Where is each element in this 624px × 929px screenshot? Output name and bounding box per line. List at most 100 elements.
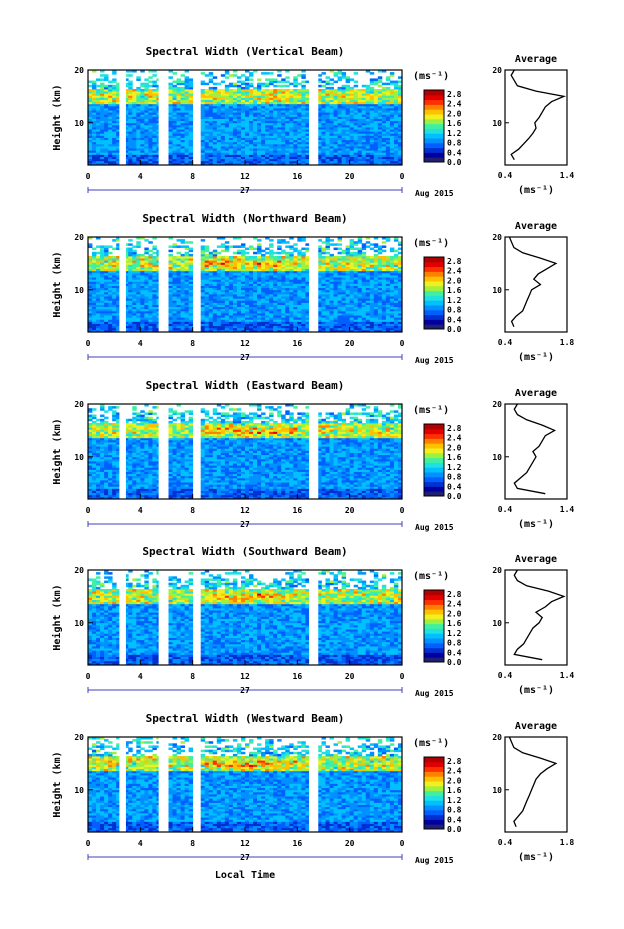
heatmap-cell [301,253,306,257]
heatmap-cell [224,122,230,126]
heatmap-cell [232,129,238,132]
heatmap-cell [152,154,157,157]
heatmap-cell [341,131,347,134]
heatmap-cell [172,268,177,272]
heatmap-cell [108,289,113,293]
heatmap-cell [385,101,391,105]
heatmap-cell [184,264,190,267]
heatmap-cell [321,103,326,107]
heatmap-cell [349,95,355,98]
heatmap-cell [216,124,222,128]
heatmap-cell [389,97,395,100]
heatmap-cell [389,124,395,128]
heatmap-cell [124,319,129,322]
heatmap-cell [124,93,129,96]
heatmap-cell [305,152,310,155]
heatmap-cell [140,118,145,122]
heatmap-cell [293,325,298,329]
heatmap-cell [277,124,282,128]
heatmap-cell [345,103,351,107]
heatmap-cell [253,156,258,160]
heatmap-cell [152,277,157,280]
heatmap-cell [184,76,190,79]
heatmap-cell [208,319,214,322]
heatmap-cell [253,116,258,119]
heatmap-cell [281,133,286,136]
heatmap-cell [96,289,101,293]
heatmap-cell [184,272,190,276]
heatmap-cell [132,285,137,289]
heatmap-cell [88,300,93,303]
heatmap-cell [249,74,254,77]
heatmap-cell [228,298,234,301]
heatmap-cell [397,105,402,109]
heatmap-cell [128,160,133,164]
heatmap-cell [144,304,149,308]
heatmap-cell [108,317,113,320]
heatmap-cell [144,317,149,320]
heatmap-cell [88,289,93,293]
heatmap-cell [261,148,266,151]
heatmap-cell [144,285,149,289]
heatmap-cell [281,89,286,92]
heatmap-cell [265,156,270,160]
heatmap-cell [301,277,306,280]
heatmap-cell [140,84,145,88]
heatmap-cell [184,114,190,117]
heatmap-cell [100,112,105,115]
heatmap-cell [249,139,254,143]
heatmap-cell [381,99,387,103]
heatmap-cell [172,137,177,141]
heatmap-cell [180,258,186,261]
heatmap-cell [341,154,347,157]
heatmap-cell [140,139,145,143]
heatmap-cell [108,294,113,297]
heatmap-cell [128,141,133,145]
heatmap-cell [273,133,278,136]
heatmap-cell [136,143,141,147]
heatmap-cell [216,135,222,138]
heatmap-cell [365,139,371,143]
heatmap-cell [365,93,371,96]
heatmap-cell [337,148,343,151]
heatmap-cell [389,105,395,109]
heatmap-cell [88,156,93,160]
heatmap-cell [285,262,290,265]
heatmap-cell [397,154,402,157]
heatmap-cell [317,268,322,272]
heatmap-cell [369,143,375,147]
heatmap-cell [220,296,226,299]
heatmap-cell [257,285,262,289]
heatmap-cell [285,133,290,136]
heatmap-cell [257,287,262,291]
heatmap-cell [92,266,97,270]
heatmap-cell [265,105,270,109]
heatmap-cell [124,253,129,257]
heatmap-cell [365,162,371,165]
heatmap-cell [140,135,145,138]
heatmap-cell [156,287,161,291]
heatmap-cell [397,93,402,96]
heatmap-cell [92,162,97,165]
heatmap-cell [96,300,101,303]
heatmap-cell [297,101,302,105]
heatmap-cell [253,108,258,111]
heatmap-cell [333,137,338,141]
heatmap-cell [329,70,334,73]
heatmap-cell [168,105,173,109]
heatmap-cell [180,118,186,122]
heatmap-cell [321,139,326,143]
heatmap-cell [128,323,133,327]
heatmap-cell [301,120,306,124]
heatmap-cell [188,120,194,124]
heatmap-cell [212,120,218,124]
heatmap-cell [357,114,363,117]
heatmap-cell [297,325,302,329]
heatmap-cell [257,97,262,100]
heatmap-cell [224,264,230,267]
heatmap-cell [200,300,206,303]
heatmap-cell [156,133,161,136]
heatmap-cell [224,317,230,320]
heatmap-cell [144,319,149,322]
heatmap-cell [285,268,290,272]
